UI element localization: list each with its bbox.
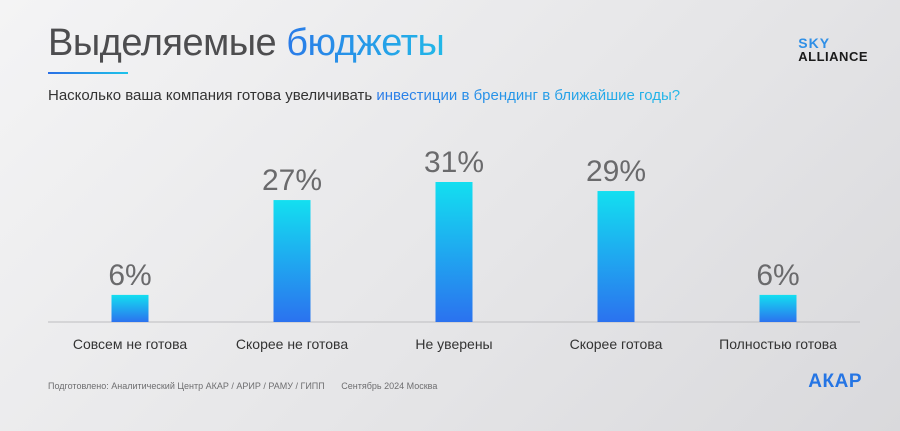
sky-logo-line1: SKY [798, 35, 831, 51]
title-main: Выделяемые [48, 22, 277, 64]
value-label: 27% [262, 164, 322, 197]
subtitle-accent: инвестиции в брендинг в ближайшие годы? [376, 87, 681, 104]
title-underline [48, 72, 128, 74]
question-subtitle: Насколько ваша компания готова увеличива… [48, 87, 680, 104]
value-label: 6% [756, 259, 799, 292]
value-label: 31% [424, 146, 484, 179]
sky-alliance-logo: SKY ALLIANCE [798, 36, 868, 63]
akar-logo: АКАР [808, 371, 862, 392]
footer-date: Сентябрь 2024 Москва [341, 381, 438, 391]
category-label: Скорее не готова [236, 336, 348, 352]
sky-logo-line2: ALLIANCE [798, 49, 868, 64]
category-label: Не уверены [415, 336, 492, 352]
value-label: 6% [108, 259, 151, 292]
bar [111, 294, 149, 322]
bar [435, 182, 473, 322]
subtitle-main: Насколько ваша компания готова увеличива… [48, 87, 373, 104]
title-accent: бюджеты [286, 22, 445, 64]
category-label: Скорее готова [570, 336, 663, 352]
category-label: Полностью готова [719, 336, 837, 352]
footer-source-text: Подготовлено: Аналитический Центр АКАР /… [48, 381, 325, 391]
footer-source: Подготовлено: Аналитический Центр АКАР /… [48, 381, 437, 391]
category-label: Совсем не готова [73, 336, 187, 352]
page-title: Выделяемые бюджеты [48, 22, 445, 65]
bar [597, 191, 635, 322]
bar [759, 294, 797, 322]
bar [273, 200, 311, 322]
value-label: 29% [586, 155, 646, 188]
